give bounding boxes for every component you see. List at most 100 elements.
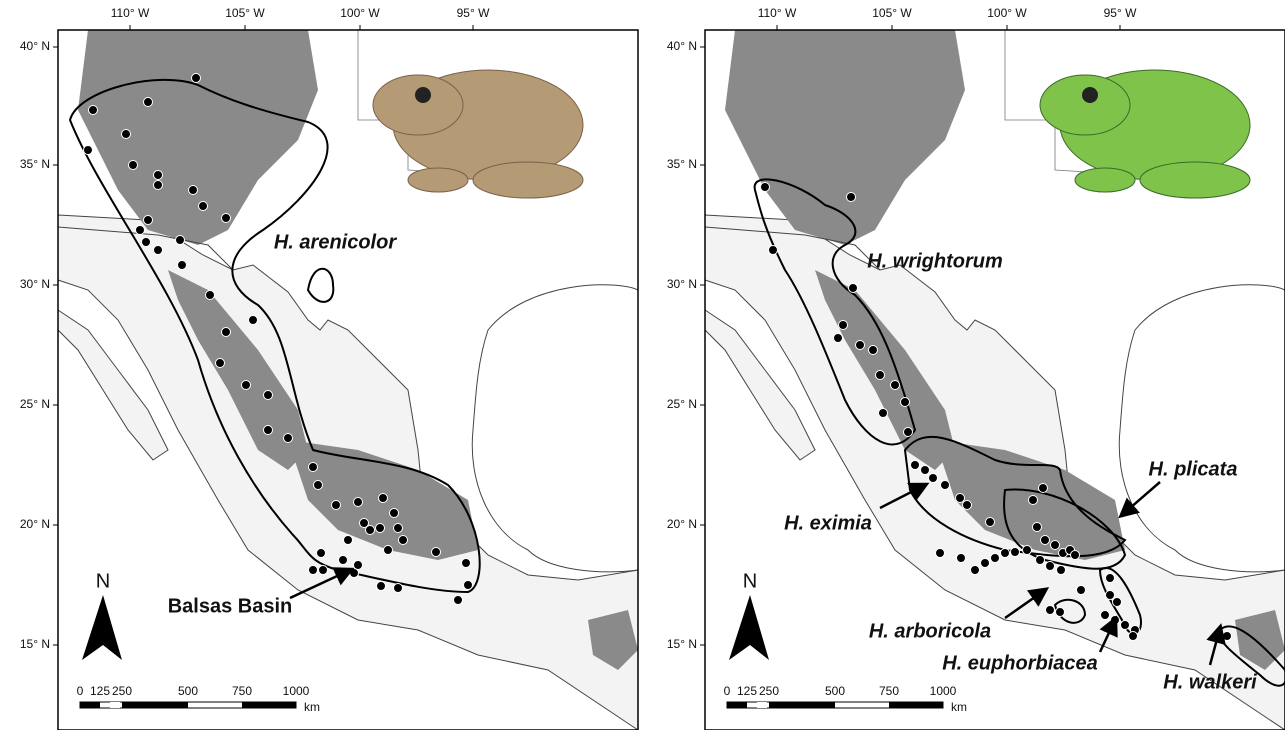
locality-point <box>189 186 198 195</box>
frog-eye <box>415 87 431 103</box>
locality-point <box>154 181 163 190</box>
scale-label: 250 <box>759 684 779 698</box>
frog-leg <box>408 168 468 192</box>
frog-leg <box>1075 168 1135 192</box>
locality-point <box>869 346 878 355</box>
locality-point <box>464 581 473 590</box>
locality-point <box>921 466 930 475</box>
locality-point <box>1036 556 1045 565</box>
locality-point <box>192 74 201 83</box>
scale-bar-segment <box>727 702 747 708</box>
locality-point <box>1071 551 1080 560</box>
locality-point <box>1051 541 1060 550</box>
locality-point <box>384 546 393 555</box>
scale-label: 750 <box>879 684 899 698</box>
locality-point <box>1023 546 1032 555</box>
frog-head <box>1040 75 1130 135</box>
locality-point <box>242 381 251 390</box>
locality-point <box>376 524 385 533</box>
locality-point <box>377 582 386 591</box>
locality-point <box>1033 523 1042 532</box>
locality-point <box>1046 562 1055 571</box>
locality-point <box>834 334 843 343</box>
locality-point <box>876 371 885 380</box>
locality-point <box>142 238 151 247</box>
scale-bar-segment <box>122 702 188 708</box>
longitude-label: 110° W <box>111 6 150 20</box>
latitude-label: 30° N <box>20 277 50 291</box>
locality-point <box>971 566 980 575</box>
locality-point <box>344 536 353 545</box>
locality-point <box>1039 484 1048 493</box>
range-label: H. arenicolor <box>274 231 397 253</box>
locality-point <box>129 161 138 170</box>
frog-eye <box>1082 87 1098 103</box>
locality-point <box>462 559 471 568</box>
locality-point <box>264 391 273 400</box>
locality-point <box>432 548 441 557</box>
locality-point <box>154 246 163 255</box>
locality-point <box>911 461 920 470</box>
locality-point <box>1101 611 1110 620</box>
latitude-label: 35° N <box>667 157 697 171</box>
locality-point <box>122 130 131 139</box>
locality-point <box>904 428 913 437</box>
latitude-label: 35° N <box>20 157 50 171</box>
longitude-label: 105° W <box>225 6 265 20</box>
locality-point <box>991 554 1000 563</box>
locality-point <box>1041 536 1050 545</box>
locality-point <box>879 409 888 418</box>
locality-point <box>941 481 950 490</box>
locality-point <box>454 596 463 605</box>
frog-leg <box>1140 162 1250 198</box>
locality-point <box>84 146 93 155</box>
latitude-label: 15° N <box>667 637 697 651</box>
locality-point <box>339 556 348 565</box>
locality-point <box>957 554 966 563</box>
locality-point <box>176 236 185 245</box>
longitude-label: 100° W <box>987 6 1027 20</box>
frog-leg <box>473 162 583 198</box>
scale-label: 500 <box>178 684 198 698</box>
scale-bar-segment <box>769 702 835 708</box>
scale-label: 125 <box>90 684 110 698</box>
locality-point <box>1121 621 1130 630</box>
scale-label: 250 <box>112 684 132 698</box>
scale-bar-segment <box>80 702 100 708</box>
locality-point <box>769 246 778 255</box>
locality-point <box>366 526 375 535</box>
range-label: H. plicata <box>1149 458 1238 480</box>
range-label: H. euphorbiacea <box>942 652 1098 674</box>
locality-point <box>1223 632 1232 641</box>
locality-point <box>849 284 858 293</box>
locality-point <box>379 494 388 503</box>
locality-point <box>314 481 323 490</box>
locality-point <box>354 498 363 507</box>
scale-label: 500 <box>825 684 845 698</box>
scale-label: 750 <box>232 684 252 698</box>
scale-bar-segment <box>757 702 767 708</box>
locality-point <box>319 566 328 575</box>
map-panel <box>58 30 638 730</box>
scale-bar-segment <box>242 702 296 708</box>
range-label: Balsas Basin <box>168 595 293 617</box>
locality-point <box>891 381 900 390</box>
scale-label: 0 <box>724 684 731 698</box>
locality-point <box>89 106 98 115</box>
locality-point <box>144 98 153 107</box>
north-label: N <box>743 570 757 592</box>
locality-point <box>309 566 318 575</box>
locality-point <box>222 214 231 223</box>
locality-point <box>901 398 910 407</box>
locality-point <box>264 426 273 435</box>
range-label: H. wrightorum <box>867 250 1003 272</box>
page: {"panels": [ {"lon_labels": ["110° W", "… <box>0 0 1285 730</box>
latitude-label: 20° N <box>20 517 50 531</box>
locality-point <box>936 549 945 558</box>
locality-point <box>284 434 293 443</box>
longitude-label: 95° W <box>457 6 490 20</box>
latitude-label: 20° N <box>667 517 697 531</box>
range-label: H. walkeri <box>1163 671 1257 693</box>
locality-point <box>309 463 318 472</box>
locality-point <box>222 328 231 337</box>
